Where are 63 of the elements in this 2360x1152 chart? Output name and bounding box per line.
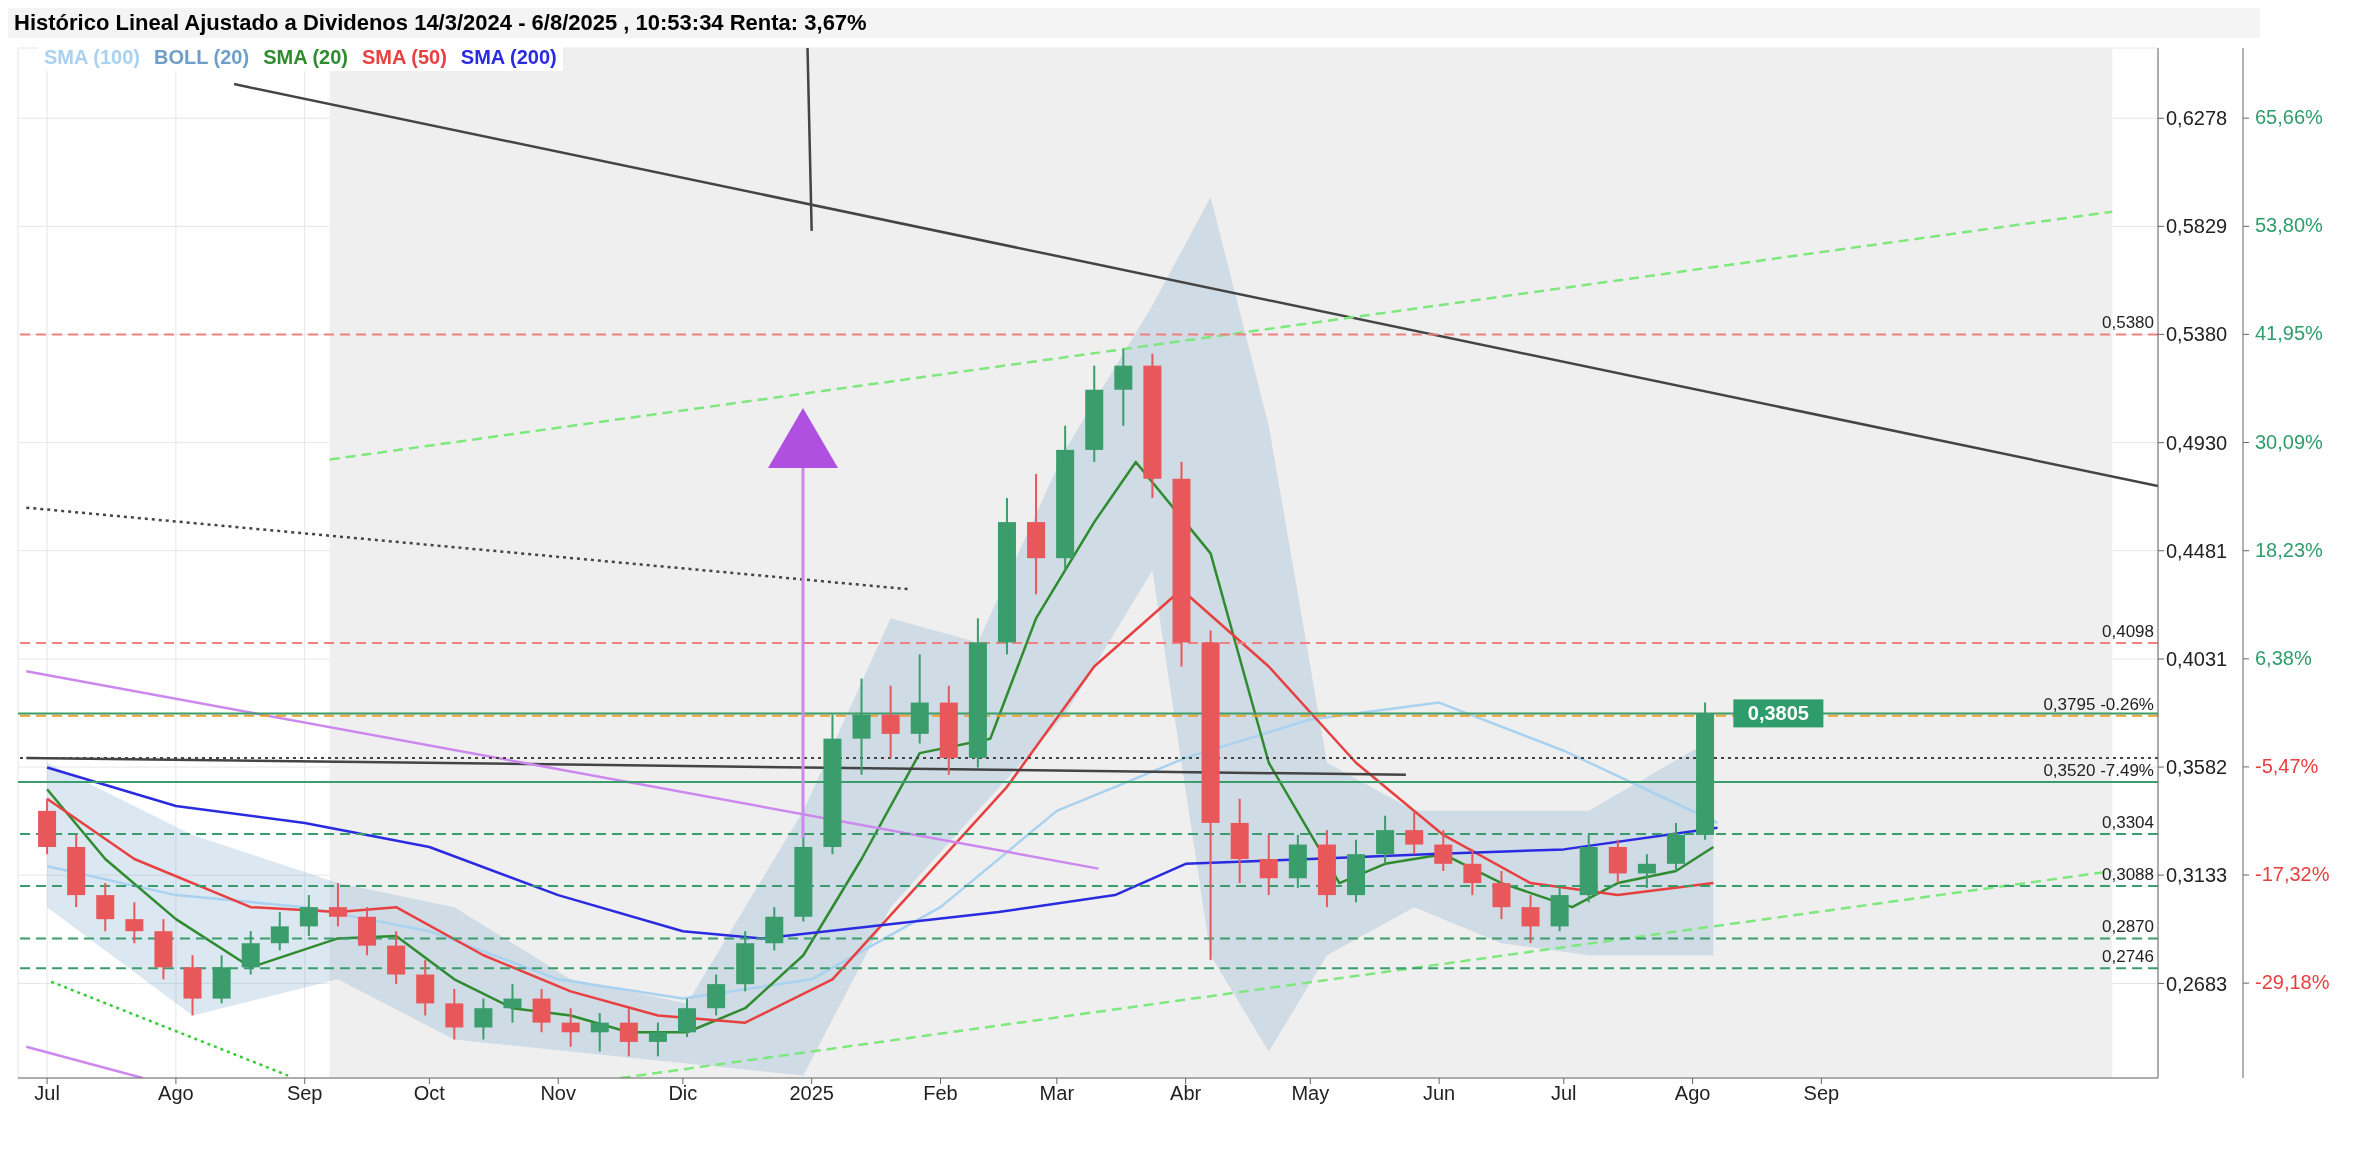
y2-tick-label: 41,95% <box>2255 322 2324 345</box>
ref-line-label: 0,2746 <box>2102 947 2154 967</box>
ref-line-label: 0,3520 -7.49% <box>2043 761 2154 780</box>
x-tick-label: Jul <box>34 1082 60 1105</box>
ref-line-label: 0,5380 <box>2102 313 2154 333</box>
y-tick-label: 0,4481 <box>2166 539 2228 562</box>
x-tick-label: May <box>1291 1082 1330 1105</box>
text: SMA (100) <box>44 46 140 69</box>
ref-line-label: 0,2870 <box>2102 917 2154 937</box>
candlestick <box>1434 829 1453 873</box>
y-tick-label: 0,3133 <box>2166 864 2228 887</box>
y-tick-label: 0,6278 <box>2166 107 2228 130</box>
ref-line-label: 0,3795 -0.26% <box>2043 694 2154 714</box>
text: SMA (50) <box>361 46 447 69</box>
x-tick-label: Nov <box>540 1082 576 1105</box>
text: SMA (200) <box>460 46 557 69</box>
candlestick <box>474 997 493 1041</box>
candlestick <box>590 1012 609 1053</box>
annotation: 0,3805 <box>1747 702 1809 725</box>
y2-tick-label: 30,09% <box>2255 430 2324 453</box>
ref-line-label: 0,3088 <box>2102 864 2154 884</box>
candlestick <box>125 901 144 945</box>
text: SMA (20) <box>263 46 348 69</box>
candlestick <box>561 1007 580 1048</box>
x-tick-label: Sep <box>1803 1082 1840 1105</box>
y-tick-label: 0,4031 <box>2166 648 2228 671</box>
candlestick <box>881 684 900 759</box>
y-tick-label: 0,5829 <box>2166 215 2228 238</box>
y2-tick-label: 6,38% <box>2255 646 2312 669</box>
x-tick-label: Abr <box>1170 1082 1202 1105</box>
line-series <box>45 766 1719 940</box>
y2-tick-label: 65,66% <box>2255 106 2324 129</box>
x-tick-label: Jun <box>1423 1082 1456 1105</box>
candlestick <box>619 1007 638 1058</box>
y2-tick-label: -29,18% <box>2255 971 2330 994</box>
y2-tick-label: 53,80% <box>2255 214 2324 237</box>
candlestick <box>1405 809 1424 856</box>
y2-tick-label: 18,23% <box>2255 538 2324 561</box>
y-tick-label: 0,5380 <box>2166 323 2228 346</box>
x-tick-label: Ago <box>1674 1082 1711 1105</box>
x-tick-label: Ago <box>158 1082 194 1105</box>
candlestick <box>1463 848 1482 897</box>
x-tick-label: Mar <box>1039 1082 1075 1105</box>
ref-line-label: 0,4098 <box>2102 621 2154 641</box>
x-tick-label: 2025 <box>789 1082 834 1105</box>
candlestick <box>328 882 347 928</box>
legend-label: BOLL (20) <box>153 46 250 69</box>
y-tick-label: 0,2683 <box>2166 972 2228 995</box>
candlestick <box>1259 833 1278 897</box>
y-tick-label: 0,3582 <box>2166 756 2228 779</box>
candlestick <box>503 983 522 1024</box>
x-tick-label: Dic <box>668 1082 698 1105</box>
y2-tick-label: -17,32% <box>2255 862 2330 885</box>
candlestick <box>648 1021 667 1058</box>
x-tick-label: Sep <box>286 1082 323 1105</box>
y-tick-label: 0,4930 <box>2166 431 2228 454</box>
x-tick-label: Feb <box>923 1082 958 1105</box>
candlestick <box>1521 894 1540 945</box>
chart-title: Histórico Lineal Ajustado a Dividenos 14/3/2024 - 6/8/2025 , 10:53:34 Renta: 3,67% <box>8 8 2260 38</box>
ref-line-label: 0,3304 <box>2102 812 2154 832</box>
y2-tick-label: -5,47% <box>2255 754 2319 777</box>
x-tick-label: Oct <box>413 1082 446 1105</box>
x-tick-label: Jul <box>1551 1082 1577 1105</box>
